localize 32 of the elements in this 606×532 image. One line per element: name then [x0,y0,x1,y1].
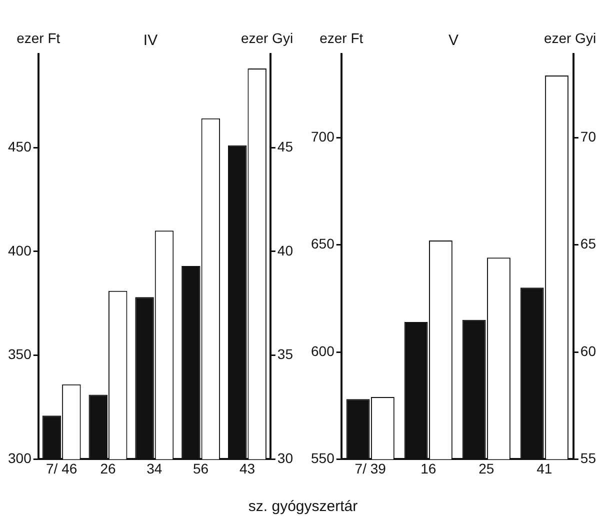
y-tick-label: 550 [311,450,335,466]
y-tick-label: 350 [8,346,32,362]
y-axis-title: ezer Ft [320,30,364,46]
x-tick-label: 16 [420,460,436,476]
x-tick-label: 26 [100,460,116,476]
y-tick-label: 300 [8,450,32,466]
x-tick-label: 34 [146,460,162,476]
y2-tick-label: 40 [277,242,294,258]
x-tick-label: 7/ 46 [46,460,78,476]
y2-tick-label: 45 [277,138,294,154]
y2-tick-label: 55 [580,450,596,466]
y-tick-label: 450 [8,138,32,154]
y2-tick-label: 65 [580,236,596,252]
y2-tick-label: 30 [277,450,294,466]
y2-tick-label: 70 [580,128,596,144]
chart-title: IV [143,32,158,50]
x-tick-label: 56 [193,460,209,476]
y2-axis-title: ezer Gyi [240,30,294,46]
chart-title: V [448,32,459,50]
x-tick-label: 7/ 39 [354,460,386,476]
y-tick-label: 650 [311,236,335,252]
y-tick-label: 600 [311,342,335,359]
y-tick-label: 400 [8,242,32,258]
x-tick-label: 43 [239,460,256,476]
x-tick-label: 25 [478,460,494,476]
y-axis-title: ezer Ft [16,30,60,46]
y2-tick-label: 60 [580,342,596,359]
y2-axis-title: ezer Gyi [544,30,596,46]
y2-tick-label: 35 [277,346,294,362]
x-axis-title: sz. gyógyszertár [247,498,359,515]
x-tick-label: 41 [536,460,552,476]
y-tick-label: 700 [311,128,335,144]
